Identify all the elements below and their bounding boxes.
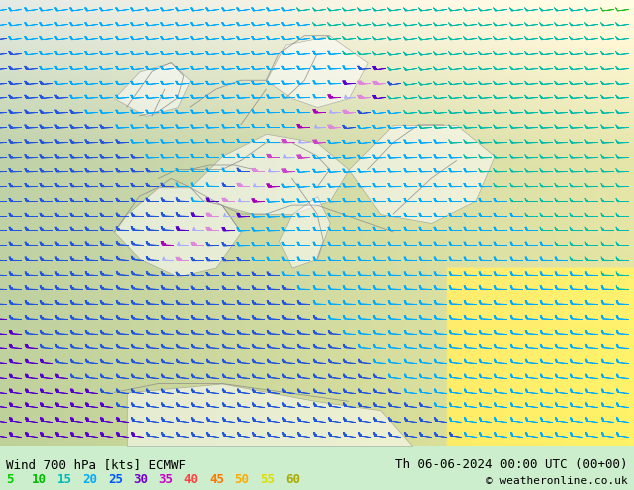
- Text: 45: 45: [209, 473, 224, 487]
- Text: 5: 5: [6, 473, 14, 487]
- Text: 10: 10: [32, 473, 47, 487]
- Text: Th 06-06-2024 00:00 UTC (00+00): Th 06-06-2024 00:00 UTC (00+00): [395, 458, 628, 471]
- Text: 35: 35: [158, 473, 174, 487]
- Text: 50: 50: [235, 473, 250, 487]
- Text: 25: 25: [108, 473, 123, 487]
- Text: 30: 30: [133, 473, 148, 487]
- Text: © weatheronline.co.uk: © weatheronline.co.uk: [486, 476, 628, 486]
- Text: 20: 20: [82, 473, 98, 487]
- Text: Wind 700 hPa [kts] ECMWF: Wind 700 hPa [kts] ECMWF: [6, 458, 186, 471]
- Text: 55: 55: [260, 473, 275, 487]
- Text: 40: 40: [184, 473, 199, 487]
- Text: 60: 60: [285, 473, 301, 487]
- Text: 15: 15: [57, 473, 72, 487]
